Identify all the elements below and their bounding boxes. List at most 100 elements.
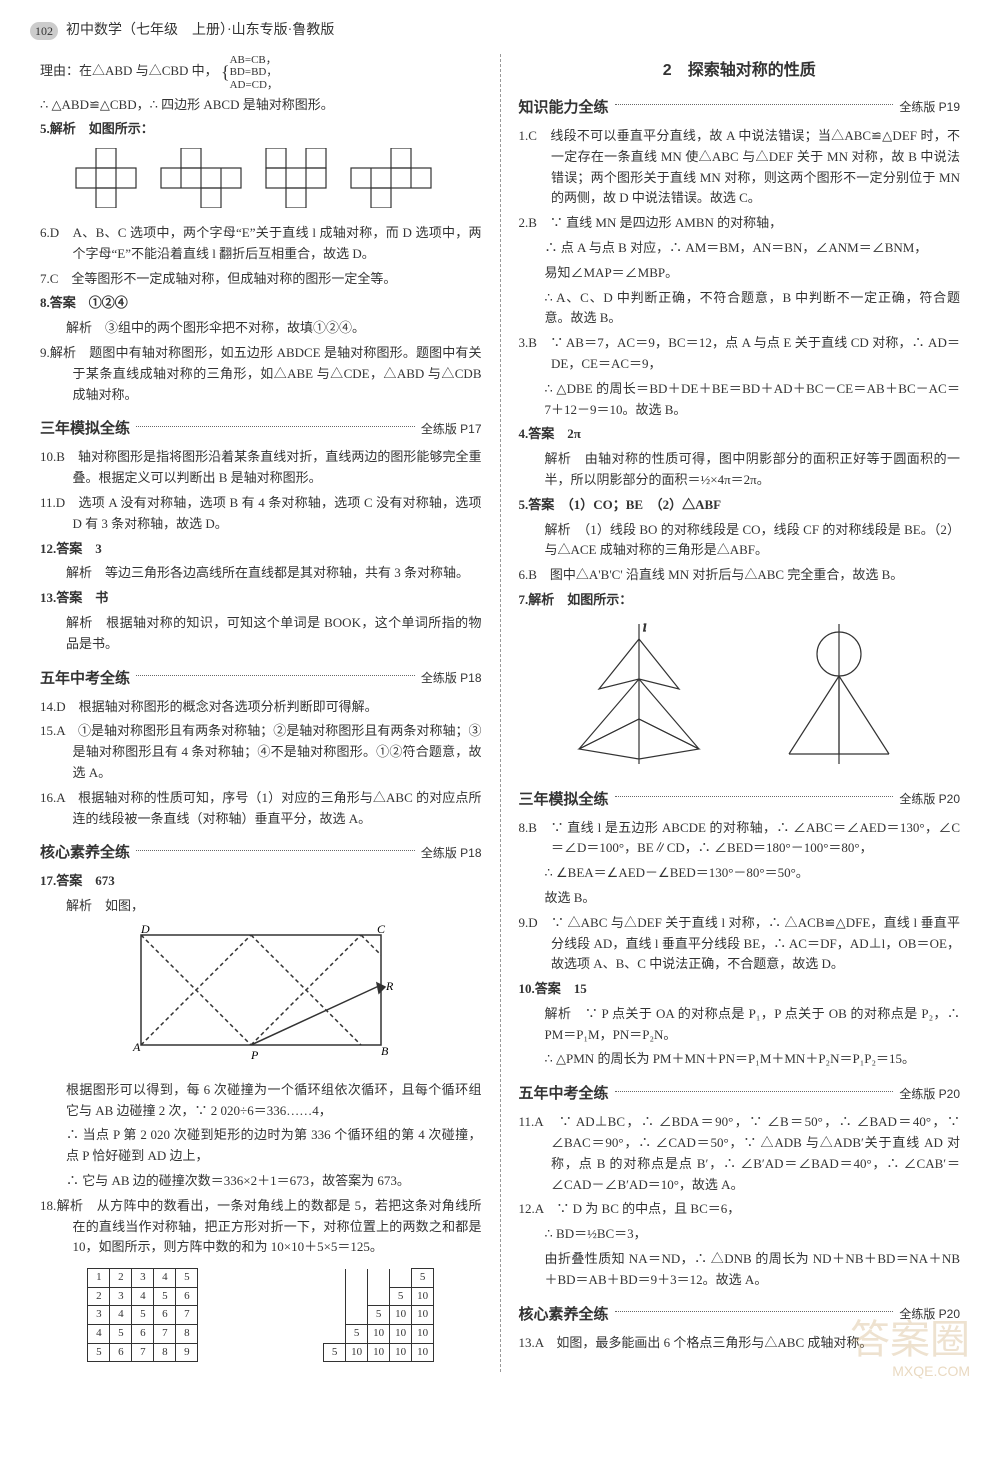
q17a: 17.答案 673 [40,871,482,892]
r-q5b: 解析 （1）线段 BO 的对称线段是 CO，线段 CF 的对称线段是 BE。（2… [519,520,961,562]
r-q12c: 由折叠性质知 NA＝ND，∴ △DNB 的周长为 ND＋NB＋BD＝NA＋NB＋… [519,1249,961,1291]
q13-answer: 13.答案 书 [40,590,108,605]
r-q7-label: 7.解析 如图所示： [519,592,633,607]
q11: 11.D 选项 A 没有对称轴，选项 B 有 4 条对称轴，选项 C 没有对称轴… [40,493,482,535]
r-q10c: ∴ △PMN 的周长为 PM＋MN＋PN＝P₁M＋MN＋P₂N＝P₁P₂＝15。 [519,1049,961,1070]
left-column: 理由：在△ABD 与△CBD 中， { AB=CB， BD=BD， AD=CD，… [30,54,501,1372]
svg-text:D: D [140,925,150,936]
q8b: 解析 ③组中的两个图形伞把不对称，故填①②④。 [40,318,482,339]
r-q1: 1.C 线段不可以垂直平分直线，故 A 中说法错误；当△ABC≌△DEF 时，不… [519,126,961,209]
r-q11: 11.A ∵ AD⊥BC，∴ ∠BDA＝90°，∵ ∠B＝50°，∴ ∠BAD＝… [519,1112,961,1195]
chapter-title: 2 探索轴对称的性质 [519,58,961,84]
page-title: 初中数学（七年级 上册）·山东专版·鲁教版 [66,20,334,42]
r-q10a: 10.答案 15 [519,979,961,1000]
page-ref: 全练版 P20 [899,1305,960,1324]
q6: 6.D A、B、C 选项中，两个字母“E”关于直线 l 成轴对称，而 D 选项中… [40,223,482,265]
r-q2c: 易知∠MAP＝∠MBP。 [519,263,961,284]
section-title: 知识能力全练 [519,96,609,120]
page-number: 102 [30,22,58,40]
sec-5year: 五年中考全练 全练版 P18 [40,667,482,691]
section-title: 五年中考全练 [40,667,130,691]
page-ref: 全练版 P20 [899,1085,960,1104]
q13a: 13.答案 书 [40,588,482,609]
section-title: 三年模拟全练 [519,788,609,812]
page-ref: 全练版 P19 [899,98,960,117]
sec-core: 核心素养全练 全练版 P18 [40,841,482,865]
two-column-layout: 理由：在△ABD 与△CBD 中， { AB=CB， BD=BD， AD=CD，… [30,54,970,1372]
section-title: 核心素养全练 [519,1303,609,1327]
q13b: 解析 根据轴对称的知识，可知这个单词是 BOOK，这个单词所指的物品是书。 [40,613,482,655]
q17-answer: 17.答案 673 [40,873,115,888]
dots [136,850,415,851]
page-ref: 全练版 P20 [899,790,960,809]
dots [615,104,894,105]
section-title: 三年模拟全练 [40,417,130,441]
q17-figure: A D C B P R [40,925,482,1072]
sec-3year: 三年模拟全练 全练版 P17 [40,417,482,441]
q15: 15.A ①是轴对称图形且有两条对称轴；②是轴对称图形且有两条对称轴；③是轴对称… [40,721,482,783]
case-line: BD=BD， [230,66,278,78]
dots [136,426,415,427]
svg-text:P: P [250,1048,259,1062]
r-q3b: ∴ △DBE 的周长＝BD＋DE＋BE＝BD＋AD＋BC－CE＝AB＋BC－AC… [519,379,961,421]
q17d: ∴ 当点 P 第 2 020 次碰到矩形的边时为第 336 个循环组的第 4 次… [40,1125,482,1167]
sec-knowledge: 知识能力全练 全练版 P19 [519,96,961,120]
q12-answer: 12.答案 3 [40,541,102,556]
right-column: 2 探索轴对称的性质 知识能力全练 全练版 P19 1.C 线段不可以垂直平分直… [501,54,971,1372]
r-q13: 13.A 如图，最多能画出 6 个格点三角形与△ABC 成轴对称。 [519,1333,961,1354]
r-q10b: 解析 ∵ P 点关于 OA 的对称点是 P₁，P 点关于 OB 的对称点是 P₂… [519,1004,961,1046]
matrix-2: 5510510105101010510101010 [323,1268,434,1362]
r-q5a: 5.答案 （1）CO；BE （2）△ABF [519,495,961,516]
q5-label: 5.解析 如图所示： [40,119,482,140]
q8a: 8.答案 ①②④ [40,293,482,314]
svg-text:B: B [381,1044,389,1058]
q17c: 根据图形可以得到，每 6 次碰撞为一个循环组依次循环，且每个循环组它与 AB 边… [40,1080,482,1122]
q18: 18.解析 从方阵中的数看出，一条对角线上的数都是 5，若把这条对角线所在的直线… [40,1196,482,1258]
matrix-1: 1234523456345674567856789 [87,1268,198,1362]
q5-figures [40,148,482,215]
q12b: 解析 等边三角形各边高线所在直线都是其对称轴，共有 3 条对称轴。 [40,563,482,584]
r-q4a: 4.答案 2π [519,424,961,445]
sec-core-r: 核心素养全练 全练版 P20 [519,1303,961,1327]
q14: 14.D 根据轴对称图形的概念对各选项分析判断即可得解。 [40,697,482,718]
section-title: 核心素养全练 [40,841,130,865]
r-q5-answer: 5.答案 （1）CO；BE （2）△ABF [519,497,722,512]
page-ref: 全练版 P18 [421,844,482,863]
r-q12a: 12.A ∵ D 为 BC 的中点，且 BC＝6， [519,1199,961,1220]
dots [615,796,894,797]
dots [136,675,415,676]
r-q7: 7.解析 如图所示： [519,590,961,611]
svg-text:R: R [385,979,394,993]
r-q3a: 3.B ∵ AB＝7，AC＝9，BC＝12，点 A 与点 E 关于直线 CD 对… [519,333,961,375]
svg-text:l: l [643,622,646,634]
section-title: 五年中考全练 [519,1082,609,1106]
r-q9: 9.D ∵ △ABC 与△DEF 关于直线 l 对称，∴ △ACB≌△DFE，直… [519,913,961,975]
svg-text:C: C [377,925,386,936]
page-ref: 全练版 P18 [421,669,482,688]
congruent-line: ∴ △ABD≌△CBD，∴ 四边形 ABCD 是轴对称图形。 [40,95,482,116]
svg-text:A: A [132,1040,141,1054]
q17b: 解析 如图， [40,896,482,917]
q16: 16.A 根据轴对称的性质可知，序号（1）对应的三角形与△ABC 的对应点所连的… [40,788,482,830]
dots [615,1311,894,1312]
r-q2b: ∴ 点 A 与点 B 对应，∴ AM＝BM，AN＝BN，∠ANM＝∠BNM， [519,238,961,259]
r-q8a: 8.B ∵ 直线 l 是五边形 ABCDE 的对称轴，∴ ∠ABC＝∠AED＝1… [519,818,961,860]
r-q4-answer: 4.答案 2π [519,426,581,441]
matrix-figures: 1234523456345674567856789 55105101051010… [40,1264,482,1366]
case-line: AB=CB， [230,54,278,66]
q7-figures: l [519,619,961,776]
r-q12b: ∴ BD＝½BC＝3， [519,1224,961,1245]
page-ref: 全练版 P17 [421,420,482,439]
r-q10-answer: 10.答案 15 [519,981,587,996]
r-q2d: ∴ A、C、D 中判断正确，不符合题意，B 中判断不一定正确，符合题意。故选 B… [519,288,961,330]
r-q4b: 解析 由轴对称的性质可得，图中阴影部分的面积正好等于圆面积的一半，所以阴影部分的… [519,449,961,491]
r-q6: 6.B 图中△A'B'C' 沿直线 MN 对折后与△ABC 完全重合，故选 B。 [519,565,961,586]
sec-5year-r: 五年中考全练 全练版 P20 [519,1082,961,1106]
q17e: ∴ 它与 AB 边的碰撞次数＝336×2＋1＝673，故答案为 673。 [40,1171,482,1192]
r-q8c: 故选 B。 [519,888,961,909]
r-q2a: 2.B ∵ 直线 MN 是四边形 AMBN 的对称轴， [519,213,961,234]
r-q8b: ∴ ∠BEA＝∠AED－∠BED＝130°－80°＝50°。 [519,863,961,884]
reason-intro: 理由：在△ABD 与△CBD 中， [40,64,218,79]
q9: 9.解析 题图中有轴对称图形，如五边形 ABDCE 是轴对称图形。题图中有关于某… [40,343,482,405]
case-line: AD=CD， [230,79,278,91]
